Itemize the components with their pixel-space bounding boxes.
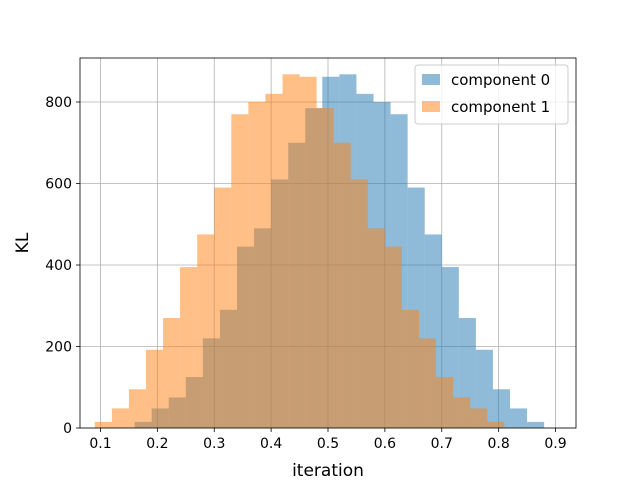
x-tick-label: 0.6	[374, 436, 396, 452]
x-tick-label: 0.8	[488, 436, 510, 452]
histogram-bar-component-1	[487, 421, 505, 428]
histogram-bar-component-1	[384, 246, 402, 428]
histogram-bar-component-1	[419, 338, 437, 428]
histogram-bar-component-0	[527, 421, 545, 428]
x-tick-label: 0.4	[260, 436, 282, 452]
histogram-bar-component-1	[180, 267, 198, 428]
histogram-bar-component-1	[350, 179, 368, 428]
y-tick-label: 400	[45, 258, 72, 274]
x-axis-ticks: 0.1 0.2 0.3 0.4 0.5 0.6 0.7 0.8 0.9	[89, 428, 567, 452]
histogram-bar-component-1	[333, 142, 351, 429]
legend: component 0 component 1	[414, 64, 569, 125]
x-tick-label: 0.7	[431, 436, 453, 452]
x-tick-label: 0.5	[317, 436, 339, 452]
histogram-bar-component-1	[231, 114, 249, 428]
series-component-1-bars	[94, 74, 505, 429]
histogram-bar-component-1	[94, 421, 112, 428]
legend-label-component-1: component 1	[451, 98, 550, 116]
x-tick-label: 0.1	[89, 436, 111, 452]
legend-swatch-component-1	[422, 101, 440, 112]
histogram-bar-component-0	[492, 389, 511, 428]
histogram-bar-component-1	[453, 397, 471, 428]
legend-label-component-0: component 0	[451, 71, 550, 89]
histogram-bar-component-1	[111, 408, 129, 428]
histogram-bar-component-1	[248, 102, 266, 428]
histogram-bar-component-1	[436, 377, 454, 428]
legend-box	[414, 64, 569, 125]
histogram-bar-component-1	[470, 408, 488, 428]
histogram-bar-component-1	[265, 93, 283, 428]
histogram-bar-component-0	[510, 408, 528, 428]
y-tick-label: 800	[45, 95, 72, 111]
legend-swatch-component-0	[422, 74, 440, 85]
histogram-bar-component-1	[145, 349, 164, 428]
x-tick-label: 0.2	[146, 436, 168, 452]
histogram-bar-component-1	[401, 309, 420, 428]
y-tick-label: 0	[63, 421, 72, 437]
y-tick-label: 200	[45, 340, 72, 356]
x-axis-label: iteration	[292, 461, 364, 480]
histogram-bar-component-1	[282, 74, 300, 428]
histogram-bar-component-1	[128, 389, 146, 428]
y-tick-label: 600	[45, 177, 72, 193]
x-tick-label: 0.9	[544, 436, 566, 452]
histogram-bar-component-1	[163, 317, 181, 428]
histogram-bar-component-1	[197, 234, 215, 428]
histogram-bar-component-1	[367, 228, 385, 428]
x-tick-label: 0.3	[203, 436, 225, 452]
y-axis-label: KL	[13, 232, 33, 253]
y-axis-ticks: 0 200 400 600 800	[45, 95, 80, 437]
histogram-bar-component-1	[316, 108, 334, 428]
histogram-bar-component-1	[299, 76, 317, 428]
histogram-bar-component-1	[214, 187, 232, 428]
